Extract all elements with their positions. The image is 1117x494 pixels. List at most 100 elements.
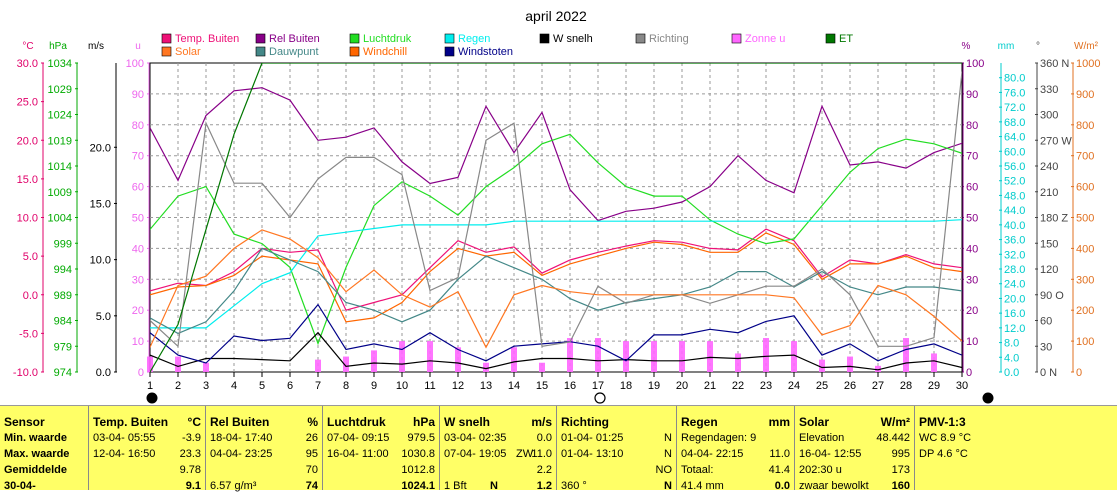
axis-tick-label: 60	[1040, 316, 1052, 328]
row-label: Gemiddelde	[4, 464, 67, 476]
cell-time: 6.57 g/m³	[210, 480, 257, 492]
axis-unit: u	[135, 41, 141, 52]
axis-tick-label: 979	[54, 341, 72, 353]
x-tick-label: 28	[900, 380, 912, 392]
axis-tick-label: 1000	[1076, 58, 1100, 70]
axis-tick-label: 10.0	[90, 255, 111, 267]
x-tick-label: 6	[287, 380, 293, 392]
sun-hours-bar	[483, 362, 489, 372]
plot-frame	[149, 62, 963, 373]
axis-tick-label: 72.0	[1004, 102, 1025, 114]
chart-legend: Temp. Buiten Rel Buiten Luchtdruk Regen W sn…	[161, 33, 853, 58]
series-windchill	[150, 232, 962, 323]
axis-tick-label: 984	[54, 316, 72, 328]
cell-value: 1012.8	[401, 464, 435, 476]
windchill-value: WC 8.9 °C	[919, 432, 972, 444]
col-title: Temp. Buiten	[93, 415, 169, 429]
axis-tick-label: 80.0	[1004, 73, 1025, 85]
pmv-column: PMV-1:3 WC 8.9 °C DP 4.6 °C	[915, 406, 1116, 490]
series-w-snelh	[150, 331, 962, 371]
axis-tick-label: 25.0	[17, 97, 38, 109]
cell-time: zwaar bewolkt	[799, 480, 869, 492]
axis-tick-label: 210	[1040, 187, 1058, 199]
axis-tick-label: 56.0	[1004, 161, 1025, 173]
axis-tick-label: 50	[132, 213, 144, 225]
axis-tick-label: 32.0	[1004, 249, 1025, 261]
axis-tick-label: 20.0	[1004, 293, 1025, 305]
legend-label: ET	[839, 33, 853, 45]
cell-time: 360 °	[561, 480, 587, 492]
legend-swatch	[444, 46, 455, 57]
sun-hours-bar	[399, 341, 405, 372]
col-unit: mm	[768, 415, 790, 429]
col-title: Regen	[681, 415, 718, 429]
pressure-column: Luchtdruk hPa 07-04- 09:15 979.5 16-04- 11…	[323, 406, 440, 492]
axis-unit: mm	[998, 41, 1015, 52]
cell-time: 202:30 u	[799, 464, 842, 476]
axis-tick-label: 999	[54, 238, 72, 250]
row-label: 30-04-	[4, 480, 36, 492]
cell-time: Regendagen: 9	[681, 432, 757, 444]
axis-tick-label: 30	[132, 274, 144, 286]
x-tick-label: 21	[704, 380, 716, 392]
sun-hours-bar	[875, 365, 881, 372]
sun-hours-bar	[539, 362, 545, 372]
axis-tick-label: 60	[132, 182, 144, 194]
x-tick-label: 23	[760, 380, 772, 392]
wind-column: W snelh m/s 03-04- 02:35 0.0 07-04- 19:05 Z…	[440, 406, 557, 492]
axis-tick-label: 300	[1040, 110, 1058, 122]
new-moon-icon	[146, 392, 158, 404]
legend-swatch	[444, 33, 455, 44]
axis-tick-label: 8.0	[1004, 338, 1019, 350]
axis-unit: °C	[22, 41, 33, 52]
cell-value: 0.0	[536, 432, 552, 444]
axis-tick-label: 12.0	[1004, 323, 1025, 335]
axis-unit: W/m²	[1074, 41, 1099, 52]
axis-tick-label: 100	[1076, 336, 1094, 348]
cell-time: 04-04- 23:25	[210, 448, 273, 460]
cell-value: 11.0	[769, 448, 790, 460]
axis-tick-label: 16.0	[1004, 308, 1025, 320]
cell-value: 48.442	[876, 432, 910, 444]
axis-tick-label: 360 N	[1040, 58, 1069, 70]
x-tick-label: 16	[564, 380, 576, 392]
axis-tick-label: 90	[132, 89, 144, 101]
axis-tick-label: 0.0	[96, 367, 111, 379]
x-tick-label: 9	[371, 380, 377, 392]
x-tick-label: 26	[844, 380, 856, 392]
row-label: Sensor	[4, 415, 45, 429]
cell-value: N	[664, 432, 672, 444]
axis-tick-label: 1029	[48, 84, 72, 96]
cell-value: 173	[891, 464, 910, 476]
col-unit: W/m²	[880, 415, 910, 429]
cell-time: 03-04- 05:55	[93, 432, 156, 444]
sun-hours-bar	[147, 356, 153, 372]
legend-label: Windchill	[363, 46, 407, 58]
full-moon-icon	[594, 392, 606, 404]
col-title: Rel Buiten	[210, 415, 270, 429]
axis-tick-label: 64.0	[1004, 132, 1025, 144]
series-regen	[150, 219, 962, 329]
sun-hours-bar	[819, 359, 825, 372]
axis-tick-label: 30.0	[17, 58, 38, 70]
axis-tick-label: 70	[132, 151, 144, 163]
cell-value: 11.0	[531, 448, 552, 460]
x-tick-label: 19	[648, 380, 660, 392]
axis-tick-label: 800	[1076, 120, 1094, 132]
cell-value: 1024.1	[401, 480, 435, 492]
cell-value: 979.5	[407, 432, 435, 444]
axis-tick-label: 270 W	[1040, 135, 1072, 147]
axis-tick-label: 100	[966, 58, 984, 70]
x-tick-label: 20	[676, 380, 688, 392]
dewpoint-value: DP 4.6 °C	[919, 448, 968, 460]
axis-tick-label: 44.0	[1004, 205, 1025, 217]
axis-tick-label: 600	[1076, 182, 1094, 194]
axis-tick-label: 1004	[48, 213, 72, 225]
legend-swatch	[349, 33, 360, 44]
axis-tick-label: 20	[966, 305, 978, 317]
col-title: Solar	[799, 415, 830, 429]
axis-tick-label: 80	[966, 120, 978, 132]
axis-tick-label: 989	[54, 290, 72, 302]
legend-label: Zonne u	[745, 33, 785, 45]
cell-value: 70	[305, 464, 318, 476]
